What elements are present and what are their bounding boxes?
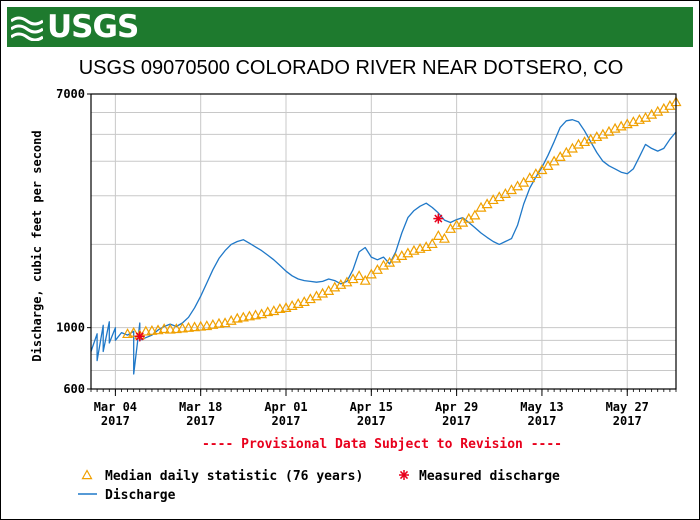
median-point [170,323,182,334]
median-point [438,232,450,243]
y-tick-label: 7000 [56,87,85,101]
x-tick-label-year: 2017 [527,414,556,428]
median-point [402,247,414,258]
x-tick-label-year: 2017 [357,414,386,428]
x-tick-label-year: 2017 [101,414,130,428]
median-point [231,312,243,323]
legend-discharge-label: Discharge [105,488,176,503]
grid-lines [91,93,676,389]
usgs-wave-icon [11,16,43,41]
median-point [377,259,390,270]
chart-series [90,96,682,375]
median-point [274,303,286,314]
x-tick-label-date: May 13 [520,400,563,414]
legend: Median daily statistic (76 years) Measure… [78,469,560,503]
median-point [359,274,371,285]
median-point [152,324,164,335]
median-point [572,138,585,149]
measured-discharge-stroke [434,214,443,223]
median-point [250,309,262,320]
legend-median-symbol [81,469,93,480]
median-point [353,270,365,281]
median-point [317,287,329,298]
median-point [262,306,274,317]
median-point [164,323,176,334]
measured-discharge-point [433,213,444,224]
measured-discharge-stroke [399,470,409,480]
y-axis-title: Discharge, cubic feet per second [30,130,44,361]
x-tick-label-year: 2017 [272,414,301,428]
median-point [182,321,195,332]
x-tick-label-date: Apr 15 [350,400,393,414]
provisional-data-annotation: ---- Provisional Data Subject to Revisio… [202,437,562,452]
median-point [329,281,341,292]
median-point [146,324,158,335]
legend-measured-symbol [399,470,409,480]
median-point [213,317,225,328]
median-point [304,293,316,304]
x-tick-label-date: Mar 04 [94,400,137,414]
x-tick-label-date: Apr 01 [264,400,307,414]
measured-discharge-stroke [135,332,144,341]
median-point [122,328,134,339]
legend-measured-label: Measured discharge [419,469,560,484]
x-tick-label-date: Mar 18 [179,400,222,414]
x-tick-label-date: May 27 [606,400,649,414]
x-tick-label-year: 2017 [613,414,642,428]
discharge-line [90,119,677,375]
median-point [189,321,201,332]
median-point [207,318,219,329]
median-point [201,320,213,331]
median-point [176,322,188,333]
median-point [469,209,481,220]
median-point [579,136,591,147]
y-tick-label: 600 [63,382,85,396]
median-point [140,325,152,336]
usgs-wordmark: USGS [47,9,139,45]
x-tick-label-year: 2017 [442,414,471,428]
median-point [432,230,444,240]
median-point [128,326,140,337]
median-point [310,290,322,301]
median-point [237,311,249,322]
y-tick-label: 1000 [56,321,85,335]
median-point [158,323,170,334]
median-point [426,238,438,249]
x-tick-label-date: Apr 29 [435,400,478,414]
usgs-logo: USGS [7,7,693,47]
median-point [243,310,255,321]
chart-title: USGS 09070500 COLORADO RIVER NEAR DOTSER… [78,57,624,79]
median-point [195,320,207,331]
x-tick-label-year: 2017 [186,414,215,428]
measured-discharge-point [134,331,145,342]
legend-median-label: Median daily statistic (76 years) [105,469,363,484]
median-point [396,250,408,260]
axes: Discharge, cubic feet per second 7000 100… [30,87,677,428]
